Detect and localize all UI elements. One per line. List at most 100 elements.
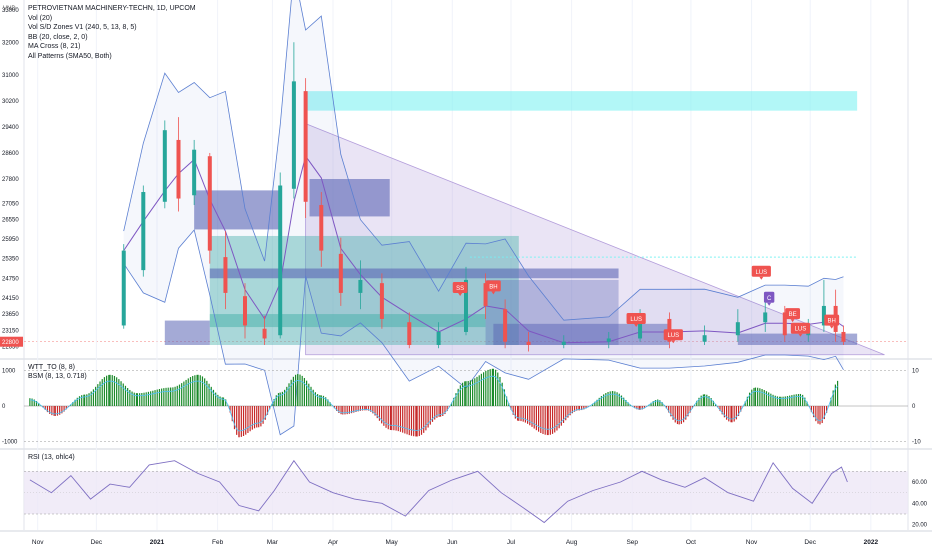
price-tick-label: 25950 [2,237,19,243]
demand-zone [209,268,619,279]
indicator-bb[interactable]: BB (20, close, 2, 0) [28,33,88,41]
last-price-label: 22800 [2,340,19,346]
pattern-label: SS [456,286,464,292]
chart-title: PETROVIETNAM MACHINERY-TECHN, 1D, UPCOM [28,5,196,12]
bb-upper [123,0,844,321]
ma-line [123,155,844,344]
price-tick-label: 27800 [2,177,19,183]
rsi-legend: RSI (13, ohlc4) [28,453,75,462]
price-tick-label: 32000 [2,40,19,46]
price-tick-label: 23650 [2,312,19,318]
x-tick-label: Mar [267,539,279,546]
candle-body [319,205,324,251]
candle-body [503,309,508,342]
indicator-all-patterns[interactable]: All Patterns (SMA50, Both) [28,52,112,60]
price-tick-label: 30200 [2,99,19,105]
rsi-line [29,459,848,524]
x-tick-label: 2021 [150,539,165,546]
pattern-label: LUS [667,333,679,339]
pattern-label: LUS [755,270,767,276]
price-tick-label: 22650 [2,345,19,351]
candle-body [379,283,384,319]
candle-body [735,322,740,336]
candle-body [526,341,531,345]
pattern-label: LUS [795,327,807,333]
candle-body [121,250,126,326]
pattern-badge-pointer [829,325,834,329]
pattern-badge [824,314,840,326]
candle-body [207,156,212,251]
osc-signal-line [29,375,838,432]
pattern-label: BH [828,319,836,325]
pattern-badge-pointer [798,333,803,337]
supply-zone [305,91,858,111]
candle-body [561,341,566,345]
x-tick-label: 2022 [864,539,879,546]
price-tick-label: 25350 [2,257,19,263]
price-tick-label: 24150 [2,296,19,302]
last-price-tag [0,336,23,347]
currency-label: VND [3,6,16,12]
candle-body [262,328,267,339]
pattern-badge [626,312,646,324]
pattern-label: BE [789,312,797,318]
candle-body [763,312,768,323]
x-tick-label: Nov [746,539,758,546]
pattern-badge [452,282,468,294]
price-tick-label: 23150 [2,328,19,334]
price-tick-label: 28600 [2,151,19,157]
indicator-ma-cross[interactable]: MA Cross (8, 21) [28,43,81,51]
demand-zone [737,333,858,345]
candle-body [141,192,146,271]
pattern-label: C [767,296,772,302]
candle-body [278,185,283,336]
osc-left-tick: 0 [2,404,6,410]
x-tick-label: Jul [507,539,516,546]
pattern-badge-pointer [491,291,496,295]
rsi-title[interactable]: RSI (13, ohlc4) [28,454,75,461]
x-tick-label: Dec [804,539,816,546]
x-tick-label: Jun [447,539,458,546]
pattern-badge-pointer [790,319,795,323]
pattern-badge [485,280,501,292]
candle-body [638,315,643,339]
pattern-triangle [305,123,885,356]
x-tick-label: Sep [626,539,638,546]
candle-body [192,149,197,196]
rsi-tick-label: 20.00 [912,523,928,529]
osc-title[interactable]: WTT_TO (8, 8) [28,364,75,371]
candle-body [821,305,826,326]
price-tick-label: 33000 [2,8,19,14]
demand-zone [164,320,210,345]
pattern-badge [663,329,683,341]
x-tick-label: Oct [686,539,696,546]
candle-body [291,81,296,189]
indicator-sd-zones[interactable]: Vol S/D Zones V1 (240, 5, 13, 8, 5) [28,24,137,32]
candle-body [303,91,308,202]
candle-body [782,312,787,336]
candle-body [162,130,167,202]
pattern-label: BH [489,284,497,290]
osc-right-tick: 0 [912,404,916,410]
indicator-vol[interactable]: Vol (20) [28,14,53,22]
pattern-badge [763,291,775,303]
x-tick-label: May [386,539,399,546]
osc-left-tick: 1000 [2,369,16,375]
candle-body [338,253,343,293]
x-tick-label: Apr [328,539,339,546]
rsi-tick-label: 40.00 [912,501,928,507]
price-tick-label: 26550 [2,218,19,224]
pattern-badge-pointer [458,293,463,297]
candle-body [176,139,181,199]
candle-body [464,279,468,332]
price-tick-label: 27050 [2,201,19,207]
demand-zone [493,323,670,345]
pattern-badge [785,308,801,320]
osc-secondary-title[interactable]: BSM (8, 13, 0.718) [28,373,87,380]
candle-body [702,335,707,342]
x-tick-label: Nov [32,539,44,546]
pattern-badge-pointer [759,276,764,280]
candle-body [606,338,611,342]
